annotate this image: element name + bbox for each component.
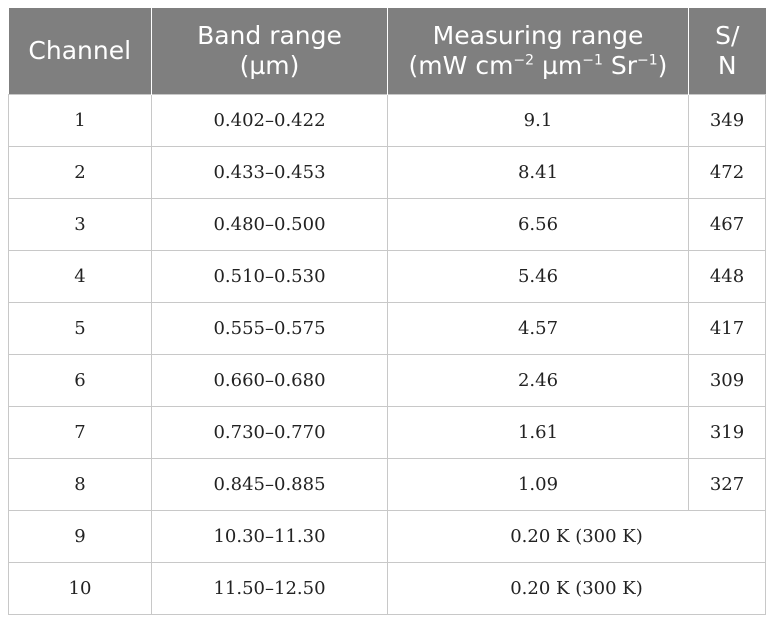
cell-measuring: 9.1 [387,93,689,147]
cell-channel: 4 [8,249,152,303]
cell-band: 0.402–0.422 [151,93,388,147]
cell-band: 10.30–11.30 [151,509,388,563]
cell-measuring: 4.57 [387,301,689,355]
header-channel-label: Channel [28,35,132,65]
cell-measuring: 2.46 [387,353,689,407]
cell-measuring: 8.41 [387,145,689,199]
cell-band: 0.730–0.770 [151,405,388,459]
cell-band: 0.510–0.530 [151,249,388,303]
cell-channel: 2 [8,145,152,199]
cell-sn: 319 [688,405,766,459]
cell-sn: 417 [688,301,766,355]
header-measure-line1: Measuring range [432,20,644,50]
table-row: 10 11.50–12.50 0.20 K (300 K) [8,561,766,615]
cell-sn: 327 [688,457,766,511]
table-row: 5 0.555–0.575 4.57 417 [8,301,766,355]
table-row: 3 0.480–0.500 6.56 467 [8,197,766,251]
cell-band: 0.433–0.453 [151,145,388,199]
cell-measuring: 1.09 [387,457,689,511]
cell-measuring-merged: 0.20 K (300 K) [387,509,766,563]
cell-band: 0.480–0.500 [151,197,388,251]
header-band-line1: Band range [197,20,342,50]
table-row: 1 0.402–0.422 9.1 349 [8,93,766,147]
table-row: 4 0.510–0.530 5.46 448 [8,249,766,303]
header-sn-line1: S/ [715,20,740,50]
table-row: 6 0.660–0.680 2.46 309 [8,353,766,407]
cell-sn: 472 [688,145,766,199]
cell-sn: 309 [688,353,766,407]
cell-band: 11.50–12.50 [151,561,388,615]
cell-measuring: 5.46 [387,249,689,303]
table-row: 7 0.730–0.770 1.61 319 [8,405,766,459]
header-measuring-range: Measuring range (mW cm−2 µm−1 Sr−1) [387,8,689,94]
table-body: 1 0.402–0.422 9.1 349 2 0.433–0.453 8.41… [8,93,766,615]
cell-measuring: 6.56 [387,197,689,251]
cell-band: 0.845–0.885 [151,457,388,511]
cell-channel: 1 [8,93,152,147]
header-measure-exp-c: −1 [637,52,658,69]
table-container: Channel Band range (µm) Measuring range … [8,8,766,615]
header-measure-unit-a: (mW cm [408,50,514,80]
cell-channel: 7 [8,405,152,459]
cell-sn: 448 [688,249,766,303]
cell-measuring: 1.61 [387,405,689,459]
header-row: Channel Band range (µm) Measuring range … [8,8,766,94]
header-band-range: Band range (µm) [151,8,388,94]
header-measure-exp-a: −2 [513,52,535,69]
cell-channel: 3 [8,197,152,251]
cell-band: 0.660–0.680 [151,353,388,407]
header-sn-line2: N [717,50,737,80]
header-measure-exp-b: −1 [582,52,603,69]
channel-spec-table: Channel Band range (µm) Measuring range … [8,8,766,615]
cell-channel: 8 [8,457,152,511]
header-band-line2: (µm) [239,50,300,80]
table-header: Channel Band range (µm) Measuring range … [8,8,766,94]
header-measure-unit-b: µm [534,50,583,80]
cell-channel: 10 [8,561,152,615]
table-row: 8 0.845–0.885 1.09 327 [8,457,766,511]
cell-channel: 5 [8,301,152,355]
header-measure-line2: (mW cm−2 µm−1 Sr−1) [394,51,682,81]
header-measure-unit-c: Sr [602,50,638,80]
table-row: 9 10.30–11.30 0.20 K (300 K) [8,509,766,563]
cell-sn: 467 [688,197,766,251]
header-sn: S/ N [688,8,766,94]
cell-channel: 6 [8,353,152,407]
cell-channel: 9 [8,509,152,563]
cell-sn: 349 [688,93,766,147]
header-channel: Channel [8,8,152,94]
header-measure-unit-d: ) [657,50,668,80]
table-row: 2 0.433–0.453 8.41 472 [8,145,766,199]
cell-measuring-merged: 0.20 K (300 K) [387,561,766,615]
cell-band: 0.555–0.575 [151,301,388,355]
